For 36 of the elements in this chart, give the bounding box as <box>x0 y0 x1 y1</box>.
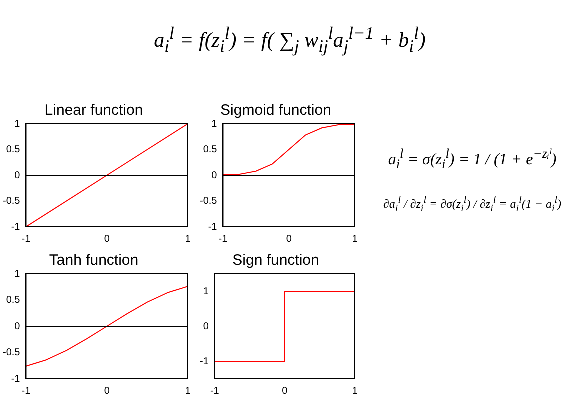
y-tick-label: -1 <box>208 222 218 233</box>
y-tick-label: -1 <box>11 222 21 233</box>
x-tick-label: 1 <box>352 386 358 397</box>
x-tick-label: 0 <box>286 234 292 245</box>
chart-title: Sign function <box>232 252 320 270</box>
x-tick-label: 1 <box>185 234 192 245</box>
y-tick-label: 0 <box>203 321 210 332</box>
y-tick-label: 0.5 <box>203 144 218 156</box>
x-tick-label: 0 <box>104 234 110 245</box>
chart-title: Sigmoid function <box>220 102 332 120</box>
y-tick-label: 1 <box>212 118 218 130</box>
y-tick-label: 0 <box>14 170 21 182</box>
chart-title: Tanh function <box>49 252 139 270</box>
y-tick-label: 0 <box>14 321 21 332</box>
y-tick-label: -0.5 <box>2 196 21 207</box>
text: a$_{i}$$^{l}$ = f(z$_{i}$$^{l}$) = f( ∑$_{j}$ w$_{ij}$$^{l}$a$_{j}$$^{l−1}$ + b$_{i}$$^{l}$) <box>154 22 426 56</box>
x-tick-label: 1 <box>185 386 192 397</box>
chart-title: Linear function <box>44 102 144 120</box>
y-tick-label: 0.5 <box>6 295 21 306</box>
y-tick-label: -1 <box>200 356 210 368</box>
text: a$_{i}$$^{l}$ = σ(z$_{i}$$^{l}$) = 1 / (1 + e$^{−zᵢˡ}$) <box>388 146 557 172</box>
x-tick-label: 0 <box>282 386 288 397</box>
y-tick-label: -1 <box>11 374 21 385</box>
x-tick-label: 1 <box>352 234 358 245</box>
x-tick-label: -1 <box>22 386 32 397</box>
y-tick-label: 1 <box>14 118 21 130</box>
y-tick-label: 1 <box>14 268 21 280</box>
y-tick-label: -0.5 <box>2 348 21 358</box>
y-tick-label: -0.5 <box>200 196 218 207</box>
text: ∂a$_{i}$$^{l}$ / ∂z$_{i}$$^{l}$ = ∂σ(z$_{i}$$^{l}$) / ∂z$_{i}$$^{l}$ = a$_{i}$$^{l}$(1 − a$_{i}$$^{l}$) <box>383 194 562 214</box>
y-tick-label: 0.5 <box>6 144 21 156</box>
x-tick-label: -1 <box>22 234 32 245</box>
x-tick-label: -1 <box>218 234 228 245</box>
y-tick-label: 0 <box>212 170 218 182</box>
x-tick-label: 0 <box>104 386 110 397</box>
y-tick-label: 1 <box>203 286 210 298</box>
